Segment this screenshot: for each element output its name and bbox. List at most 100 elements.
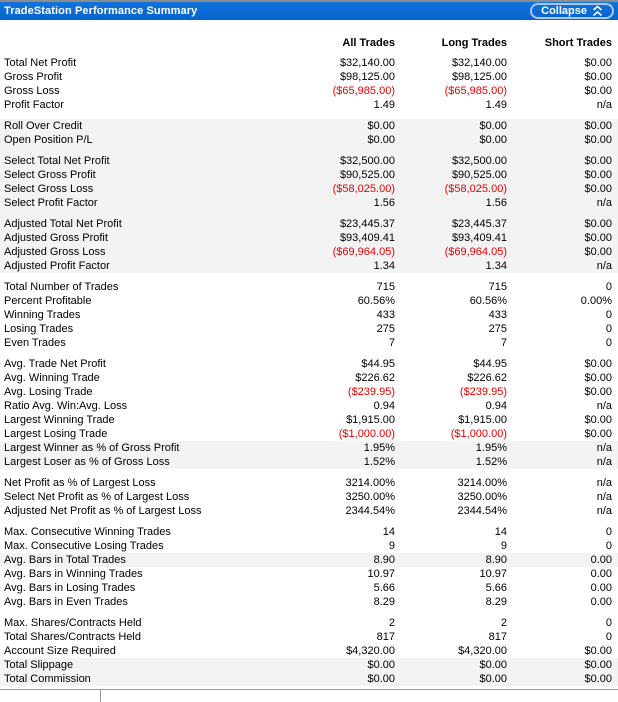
metric-value-long-trades: 2344.54% (457, 505, 507, 517)
metric-value-long-trades: 1.95% (475, 442, 507, 454)
metric-label: Max. Shares/Contracts Held (4, 617, 142, 629)
metric-value-short-trades: $0.00 (584, 134, 612, 146)
metric-label: Percent Profitable (4, 295, 92, 307)
metric-value-long-trades: $23,445.37 (451, 218, 507, 230)
panel-header: TradeStation Performance Summary Collaps… (0, 0, 618, 20)
metric-value-all-trades: $0.00 (367, 120, 395, 132)
metric-value-short-trades: $0.00 (584, 428, 612, 440)
metric-value-short-trades: n/a (596, 491, 612, 503)
bottom-divider (0, 689, 618, 702)
metric-value-all-trades: ($239.95) (347, 386, 395, 398)
metric-value-short-trades: n/a (596, 505, 612, 517)
metric-value-short-trades: 0 (605, 337, 612, 349)
row-spacer (0, 350, 618, 357)
metric-value-short-trades: $0.00 (584, 232, 612, 244)
metric-value-long-trades: 1.52% (475, 456, 507, 468)
metric-value-long-trades: 817 (488, 631, 507, 643)
metric-value-all-trades: ($1,000.00) (338, 428, 395, 440)
metric-value-all-trades: 1.49 (373, 99, 395, 111)
metric-value-all-trades: $0.00 (367, 134, 395, 146)
collapse-button-label: Collapse (541, 5, 587, 17)
table-row: Select Profit Factor 1.56 1.56 n/a (0, 196, 618, 210)
metric-label: Open Position P/L (4, 134, 93, 146)
metric-label: Total Slippage (4, 659, 74, 671)
metric-label: Select Gross Profit (4, 169, 96, 181)
metric-label: Winning Trades (4, 309, 81, 321)
table-row: Avg. Trade Net Profit $44.95 $44.95 $0.00 (0, 357, 618, 371)
metric-label: Avg. Bars in Losing Trades (4, 582, 136, 594)
metric-value-long-trades: 8.90 (485, 554, 507, 566)
table-row: Avg. Bars in Total Trades 8.90 8.90 0.00 (0, 553, 618, 567)
metric-value-long-trades: ($239.95) (459, 386, 507, 398)
metric-value-long-trades: $93,409.41 (451, 232, 507, 244)
metric-value-short-trades: $0.00 (584, 386, 612, 398)
metric-value-all-trades: $226.62 (355, 372, 395, 384)
metric-value-all-trades: $1,915.00 (346, 414, 395, 426)
metric-value-short-trades: $0.00 (584, 155, 612, 167)
row-spacer (0, 210, 618, 217)
metric-label: Net Profit as % of Largest Loss (4, 477, 156, 489)
metric-value-short-trades: $0.00 (584, 246, 612, 258)
table-row: Adjusted Gross Profit $93,409.41 $93,409.4… (0, 231, 618, 245)
table-row: Largest Loser as % of Gross Loss 1.52% 1.5… (0, 455, 618, 469)
row-spacer (0, 518, 618, 525)
metric-value-all-trades: 715 (376, 281, 395, 293)
row-spacer (0, 273, 618, 280)
metric-label: Max. Consecutive Winning Trades (4, 526, 171, 538)
metric-value-all-trades: 10.97 (367, 568, 395, 580)
metric-value-short-trades: $0.00 (584, 71, 612, 83)
metric-value-all-trades: 3250.00% (345, 491, 395, 503)
metric-label: Total Shares/Contracts Held (4, 631, 141, 643)
metric-label: Select Gross Loss (4, 183, 94, 195)
metric-value-short-trades: 0.00 (590, 582, 612, 594)
table-row: Select Net Profit as % of Largest Loss 32… (0, 490, 618, 504)
column-header-long-trades: Long Trades (441, 37, 507, 49)
table-row: Avg. Bars in Losing Trades 5.66 5.66 0.00 (0, 581, 618, 595)
metric-value-all-trades: 5.66 (373, 582, 395, 594)
metric-value-all-trades: 1.52% (363, 456, 395, 468)
collapse-button[interactable]: Collapse (530, 3, 614, 19)
metric-value-short-trades: 0 (605, 309, 612, 321)
metric-value-all-trades: $23,445.37 (339, 218, 395, 230)
metric-value-long-trades: 3214.00% (457, 477, 507, 489)
table-row: Adjusted Gross Loss ($69,964.05) ($69,964.… (0, 245, 618, 259)
metric-value-all-trades: ($65,985.00) (332, 85, 395, 97)
metric-label: Avg. Bars in Total Trades (4, 554, 126, 566)
metric-value-short-trades: $0.00 (584, 414, 612, 426)
table-row: Adjusted Net Profit as % of Largest Loss… (0, 504, 618, 518)
metric-value-all-trades: $32,140.00 (339, 57, 395, 69)
metric-value-long-trades: ($58,025.00) (444, 183, 507, 195)
table-row: Even Trades 7 7 0 (0, 336, 618, 350)
metric-label: Total Commission (4, 673, 91, 685)
table-row: Select Total Net Profit $32,500.00 $32,500… (0, 154, 618, 168)
metric-value-short-trades: $0.00 (584, 659, 612, 671)
metric-label: Account Size Required (4, 645, 116, 657)
metric-value-long-trades: 2 (500, 617, 507, 629)
metric-value-long-trades: 3250.00% (457, 491, 507, 503)
metric-value-short-trades: 0.00 (590, 568, 612, 580)
table-row: Total Commission $0.00 $0.00 $0.00 (0, 672, 618, 686)
panel-title: TradeStation Performance Summary (4, 5, 198, 17)
metric-label: Even Trades (4, 337, 66, 349)
metric-value-long-trades: 433 (488, 309, 507, 321)
metric-value-all-trades: $93,409.41 (339, 232, 395, 244)
metric-value-short-trades: 0 (605, 526, 612, 538)
metric-value-long-trades: 275 (488, 323, 507, 335)
metric-label: Largest Winning Trade (4, 414, 115, 426)
metric-value-all-trades: $4,320.00 (346, 645, 395, 657)
column-header-short-trades: Short Trades (544, 37, 612, 49)
chevron-double-up-icon (592, 5, 603, 17)
metric-label: Largest Losing Trade (4, 428, 108, 440)
table-row: Largest Losing Trade ($1,000.00) ($1,000.0… (0, 427, 618, 441)
metric-value-all-trades: 1.95% (363, 442, 395, 454)
metric-value-all-trades: 14 (382, 526, 395, 538)
metric-value-all-trades: 60.56% (357, 295, 395, 307)
table-row: Avg. Winning Trade $226.62 $226.62 $0.00 (0, 371, 618, 385)
metric-label: Largest Loser as % of Gross Loss (4, 456, 170, 468)
metric-value-long-trades: ($65,985.00) (444, 85, 507, 97)
metric-label: Gross Profit (4, 71, 63, 83)
metric-label: Adjusted Profit Factor (4, 260, 110, 272)
metric-label: Total Number of Trades (4, 281, 119, 293)
metric-value-short-trades: 0.00% (580, 295, 612, 307)
